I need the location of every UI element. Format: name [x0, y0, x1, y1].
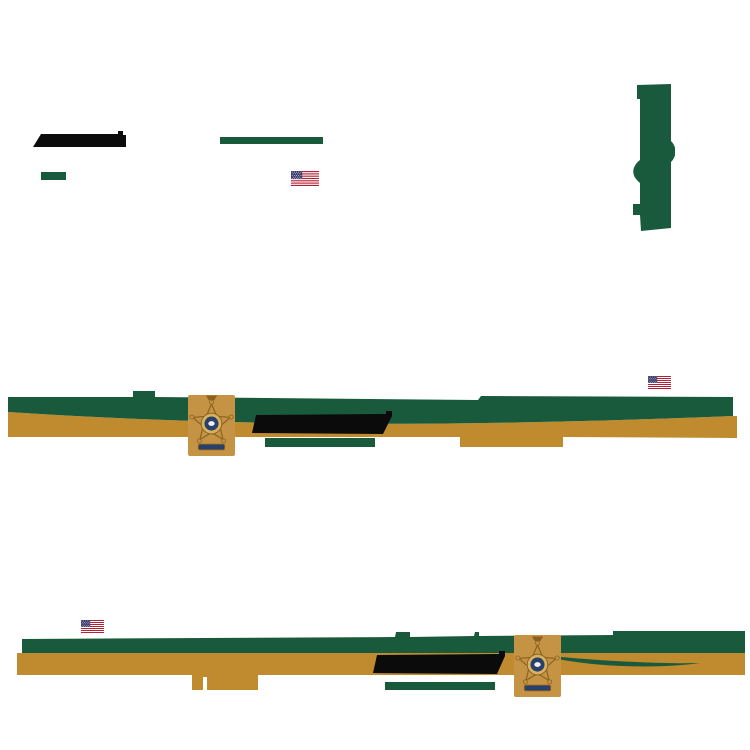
passenger-side-stripe-group: [17, 620, 745, 697]
passenger-subtext-bar: [385, 682, 495, 690]
hood-text-block: [33, 131, 126, 147]
passenger-text-block: [373, 651, 505, 674]
trunk-green-bar: [220, 137, 323, 144]
driver-subtext-bar: [265, 438, 375, 447]
top-us-flag-icon: [291, 171, 319, 186]
passenger-green-swoosh: [22, 631, 745, 653]
hood-green-swatch: [41, 172, 66, 180]
vertical-green-panel: [633, 84, 675, 231]
driver-side-stripe-group: [8, 376, 737, 456]
driver-us-flag-icon: [648, 376, 671, 389]
passenger-green-tongue: [540, 655, 700, 667]
passenger-us-flag-icon: [81, 620, 104, 633]
driver-text-block: [252, 411, 392, 434]
